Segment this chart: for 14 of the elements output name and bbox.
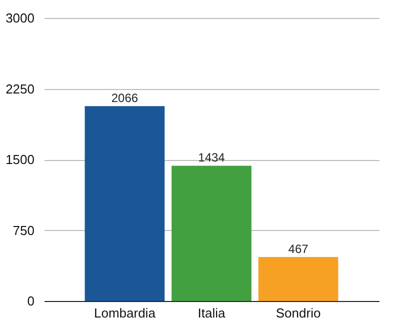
bar [258,256,338,301]
data-label: 2066 [111,91,138,106]
bar [84,106,165,301]
y-tick-label: 750 [12,222,34,238]
y-tick-label: 0 [27,294,34,308]
y-tick-label: 2250 [6,81,34,96]
x-tick-label: Sondrio [276,306,321,320]
data-label: 467 [288,242,309,256]
data-label: 1434 [198,150,226,165]
x-tick-label: Italia [198,306,226,320]
x-tick-label: Lombardia [94,306,156,320]
y-tick-label: 1500 [6,152,34,167]
y-tick-label: 3000 [6,10,34,26]
bar [172,166,252,301]
